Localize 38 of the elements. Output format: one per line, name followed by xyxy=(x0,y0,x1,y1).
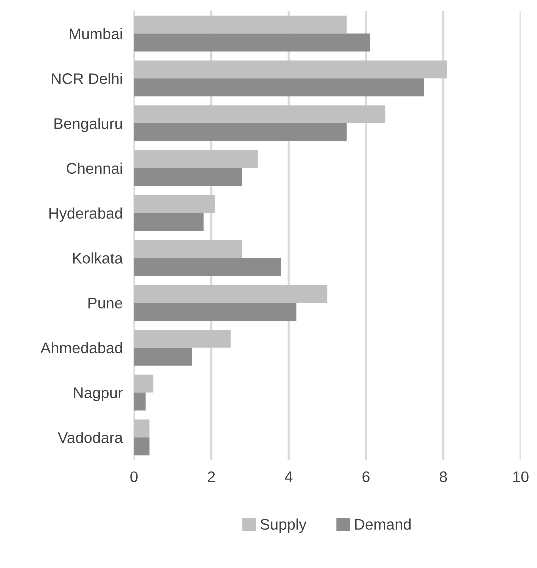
bar xyxy=(134,392,146,411)
x-tick-label: 10 xyxy=(514,472,529,482)
bar xyxy=(134,240,243,258)
y-tick-label: Hyderabad xyxy=(50,208,122,222)
x-tick-label: 6 xyxy=(362,472,370,482)
bar xyxy=(134,195,216,214)
bar xyxy=(134,213,204,232)
bar xyxy=(134,16,347,34)
bar xyxy=(134,330,231,348)
x-tick-label: 8 xyxy=(440,472,448,482)
y-tick-label: Nagpur xyxy=(74,388,123,402)
bar xyxy=(134,34,370,52)
bar xyxy=(134,168,243,186)
bar xyxy=(134,348,192,366)
y-tick-label: Chennai xyxy=(67,162,122,174)
y-tick-label: Kolkata xyxy=(73,252,124,264)
x-tick-label: 0 xyxy=(130,472,138,482)
bar xyxy=(134,106,386,124)
y-tick-label: Vadodara xyxy=(58,432,124,444)
y-tick-label: Pune xyxy=(88,298,122,309)
legend-label: Demand xyxy=(355,518,411,530)
bar xyxy=(134,258,282,276)
bar xyxy=(134,303,297,321)
bar xyxy=(134,438,150,456)
y-tick-label: Ahmedabad xyxy=(40,342,122,354)
bar xyxy=(134,60,448,79)
bar xyxy=(134,150,258,168)
bar xyxy=(134,285,328,304)
y-tick-label: Mumbai xyxy=(70,28,122,40)
x-tick-label: 2 xyxy=(208,472,216,482)
bar xyxy=(134,124,347,142)
bar xyxy=(134,374,154,393)
x-tick-label: 4 xyxy=(285,472,293,482)
legend-label: Supply xyxy=(260,518,307,534)
y-tick-label: NCR Delhi xyxy=(52,73,122,84)
bar xyxy=(134,78,424,97)
bar xyxy=(134,420,150,438)
y-tick-label: Bengaluru xyxy=(54,118,122,132)
